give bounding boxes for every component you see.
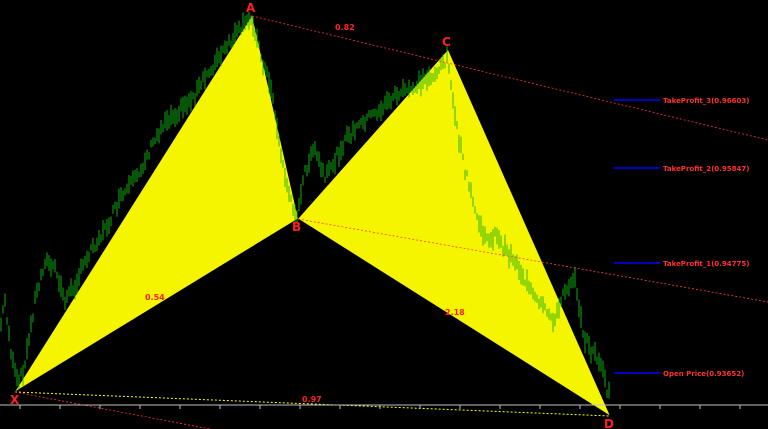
level-takeprofit-3[interactable]: TakeProfit_3(0.96603) — [614, 97, 749, 105]
level-takeprofit-1[interactable]: TakeProfit_1(0.94775) — [614, 260, 749, 268]
point-a-label: A — [246, 1, 256, 15]
ratio-xab-label: 0.54 — [145, 293, 165, 302]
point-b-label: B — [292, 220, 301, 234]
level-takeprofit-3-label: TakeProfit_3(0.96603) — [663, 97, 749, 105]
ratio-abc-label: 0.82 — [335, 23, 355, 32]
time-axis-ticks — [19, 405, 741, 409]
level-takeprofit-1-label: TakeProfit_1(0.94775) — [663, 260, 749, 268]
pattern-triangle-bcd — [298, 50, 610, 416]
point-x-label: X — [10, 393, 20, 407]
ratio-xad-label: 0.97 — [302, 395, 322, 404]
point-d-label: D — [604, 417, 614, 429]
pattern-triangle-xab — [15, 16, 298, 392]
level-takeprofit-2[interactable]: TakeProfit_2(0.95847) — [614, 165, 749, 173]
ratio-bcd-label: 2.18 — [445, 308, 465, 317]
edge-bd — [297, 218, 611, 417]
point-c-label: C — [442, 35, 451, 49]
trend-line-ac — [251, 15, 768, 141]
level-takeprofit-2-label: TakeProfit_2(0.95847) — [663, 165, 749, 173]
edge-xb — [14, 218, 299, 393]
dotted-line-xd — [14, 391, 611, 417]
level-open-price[interactable]: Open Price(0.93652) — [614, 370, 744, 378]
trend-line-xlow — [14, 391, 211, 429]
dotted-line-bd — [297, 218, 768, 303]
level-open-price-label: Open Price(0.93652) — [663, 370, 744, 378]
price-candles-overlay — [0, 12, 610, 399]
